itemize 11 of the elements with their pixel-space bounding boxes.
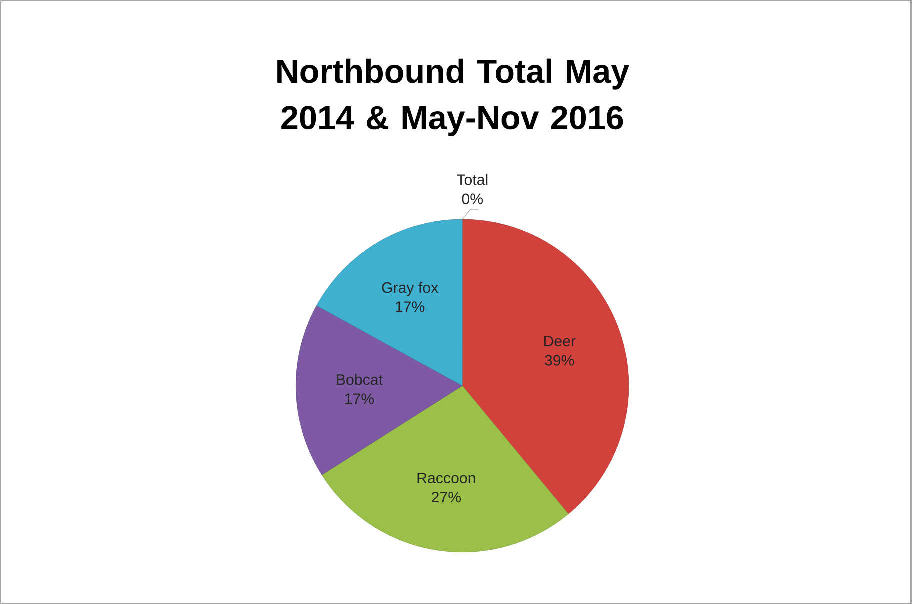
slice-label: Bobcat <box>337 374 383 385</box>
data-label: 27% <box>432 492 462 502</box>
chart-title: Northbound Total May 2014 & May-Nov 2016 <box>278 58 630 136</box>
data-label: 39% <box>545 354 574 366</box>
slice-label: Gray fox <box>382 282 438 296</box>
slice-label: Deer <box>544 336 576 346</box>
category-label: Total <box>456 174 488 186</box>
slice-label: Raccoon <box>418 472 476 484</box>
data-label: 17% <box>396 301 425 312</box>
text: 0% <box>462 193 484 204</box>
data-label: 17% <box>345 393 374 404</box>
